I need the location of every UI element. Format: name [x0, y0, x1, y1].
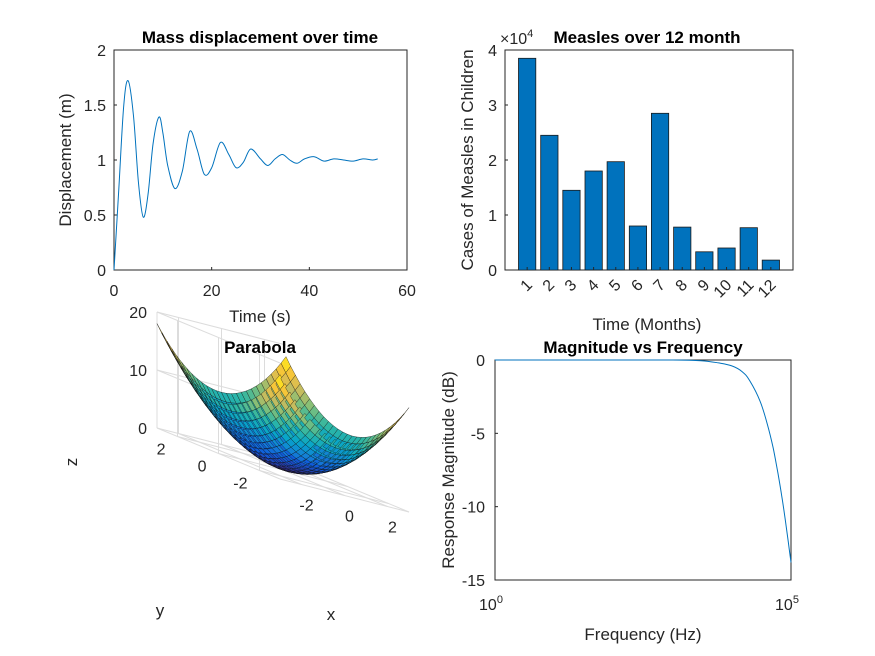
bar: [739, 227, 758, 271]
x-tick-label: 4: [584, 277, 602, 295]
y-tick-label: 1: [97, 153, 106, 170]
y-tick-label: 0: [97, 263, 106, 280]
x-tick-label: 2: [540, 277, 558, 295]
bar-series: [518, 57, 780, 271]
exponent-label: ×104: [500, 28, 533, 48]
surface-face: [399, 407, 410, 420]
z-tick-label: 20: [129, 305, 147, 322]
chart-title: Parabola: [224, 338, 296, 357]
y-tick-label: 2: [157, 442, 166, 459]
z-tick-label: 10: [129, 363, 147, 380]
y-tick-labels: 0 0.5 1 1.5 2: [84, 43, 117, 280]
tick-base: 10: [479, 597, 497, 614]
z-axis-label: z: [62, 458, 81, 467]
y-tick-label: 0: [198, 459, 207, 476]
x-axis-label: Time (Months): [593, 315, 702, 334]
x-tick-label: 100: [479, 594, 503, 614]
x-tick-labels: 0 20 40 60: [110, 267, 416, 300]
y-axis-label: Cases of Measles in Children: [458, 49, 477, 270]
y-tick-label: -5: [471, 426, 485, 443]
x-tick-label: 9: [695, 277, 713, 295]
panel-mass-displacement: Mass displacement over time Time (s) Dis…: [56, 28, 416, 326]
x-tick-label: 60: [398, 283, 416, 300]
x-tick-label: 0: [345, 509, 354, 526]
y-tick-label: 0.5: [84, 208, 106, 225]
x-axis-label: Frequency (Hz): [584, 625, 701, 644]
x-tick-label: -2: [299, 498, 313, 515]
x-tick-label: 3: [562, 277, 580, 295]
x-tick-label: 2: [388, 520, 397, 537]
x-tick-labels: 100 105: [479, 577, 799, 614]
y-tick-label: 0: [476, 353, 485, 370]
tick-base: 10: [775, 597, 793, 614]
grid-line: [279, 478, 410, 513]
x-tick-label: 40: [300, 283, 318, 300]
y-tick-label: 0: [488, 263, 497, 280]
y-axis-label: Response Magnitude (dB): [439, 371, 458, 569]
panel-measles: Measles over 12 month ×104 Time (Months)…: [458, 28, 794, 334]
series-line: [495, 359, 792, 563]
bar: [717, 247, 736, 271]
x-tick-label: 105: [775, 594, 799, 614]
x-tick-label: 0: [110, 283, 119, 300]
y-tick-labels: 0 -5 -10 -15: [462, 353, 498, 590]
bar: [628, 225, 647, 271]
y-tick-label: 2: [97, 43, 106, 60]
x-tick-label: 11: [734, 277, 758, 301]
y-tick-label: 4: [488, 43, 497, 60]
bar: [673, 226, 692, 271]
y-tick-label: 3: [488, 98, 497, 115]
y-tick-label: 1.5: [84, 98, 106, 115]
tick-exponent: 0: [497, 594, 503, 606]
plot-area: [494, 359, 792, 581]
y-tick-labels: 0 1 2 3 4: [488, 43, 508, 280]
y-tick-label: 1: [488, 208, 497, 225]
y-tick-label: 2: [488, 153, 497, 170]
x-tick-label: 5: [606, 277, 624, 295]
z-tick-label: 0: [138, 421, 147, 438]
grid-line: [259, 470, 389, 504]
bar: [518, 57, 537, 271]
bar: [540, 134, 559, 271]
panel-magnitude-frequency: Magnitude vs Frequency Frequency (Hz) Re…: [439, 338, 799, 644]
series-line: [113, 80, 378, 271]
x-tick-label: 10: [711, 277, 736, 302]
exponent-base: ×10: [500, 31, 527, 48]
y-tick-label: -2: [233, 476, 247, 493]
chart-title: Magnitude vs Frequency: [543, 338, 743, 357]
x-axis-label: Time (s): [229, 307, 291, 326]
x-tick-label: 8: [673, 277, 691, 295]
grid-line: [156, 427, 281, 480]
x-tick-label: 12: [755, 277, 780, 302]
y-axis-label: y: [156, 601, 165, 620]
y-axis-label: Displacement (m): [56, 93, 75, 226]
grid-line: [156, 311, 287, 346]
bar: [562, 189, 581, 271]
x-tick-label: 7: [651, 277, 669, 295]
bar: [606, 161, 625, 271]
x-axis-label: x: [327, 605, 336, 624]
bar: [584, 170, 603, 271]
chart-title: Measles over 12 month: [553, 28, 740, 47]
chart-title: Mass displacement over time: [142, 28, 378, 47]
grid-line: [156, 311, 281, 364]
exponent-value: 4: [527, 28, 533, 40]
plot-area: [113, 49, 408, 271]
y-tick-label: -10: [462, 500, 485, 517]
tick-exponent: 5: [793, 594, 799, 606]
bar: [651, 112, 670, 271]
x-tick-label: 20: [203, 283, 221, 300]
surface-mesh: [156, 323, 410, 475]
x-tick-label: 1: [518, 277, 536, 295]
y-tick-label: -15: [462, 573, 485, 590]
x-tick-label: 6: [628, 277, 646, 295]
surface-face: [384, 422, 395, 434]
